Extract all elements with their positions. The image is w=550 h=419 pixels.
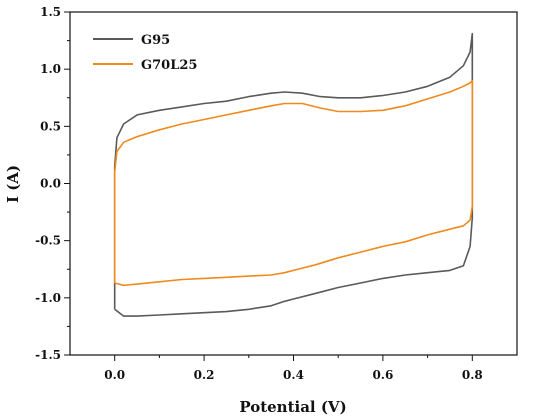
series-line-g95 [113,32,474,317]
series-layer [113,32,474,317]
legend: G95 G70L25 [93,33,197,73]
legend-label-g70l25: G70L25 [141,58,197,73]
plot-frame [69,11,518,356]
y-tick-label: 0.0 [40,177,61,191]
legend-label-g95: G95 [141,33,170,48]
x-tick-label: 0.2 [194,368,215,382]
x-tick-label: 0.6 [372,368,393,382]
tick-labels-layer: 0.0 0.2 0.4 0.6 0.8 -1.5 -1.0 -0.5 0.0 0.5 1.0 1.5 [35,5,483,382]
y-axis-title: I (A) [4,165,22,203]
x-tick-label: 0.0 [104,368,125,382]
y-tick-label: -1.0 [35,291,61,305]
y-tick-label: -0.5 [35,234,61,248]
ticks-layer [64,11,473,361]
y-tick-label: 1.0 [40,62,61,76]
x-tick-label: 0.8 [462,368,483,382]
y-tick-label: -1.5 [35,348,61,362]
series-line-g70l25 [113,79,474,287]
x-tick-label: 0.4 [283,368,304,382]
y-tick-label: 0.5 [40,119,61,133]
x-axis-title: Potential (V) [239,398,346,416]
y-tick-label: 1.5 [40,5,61,19]
